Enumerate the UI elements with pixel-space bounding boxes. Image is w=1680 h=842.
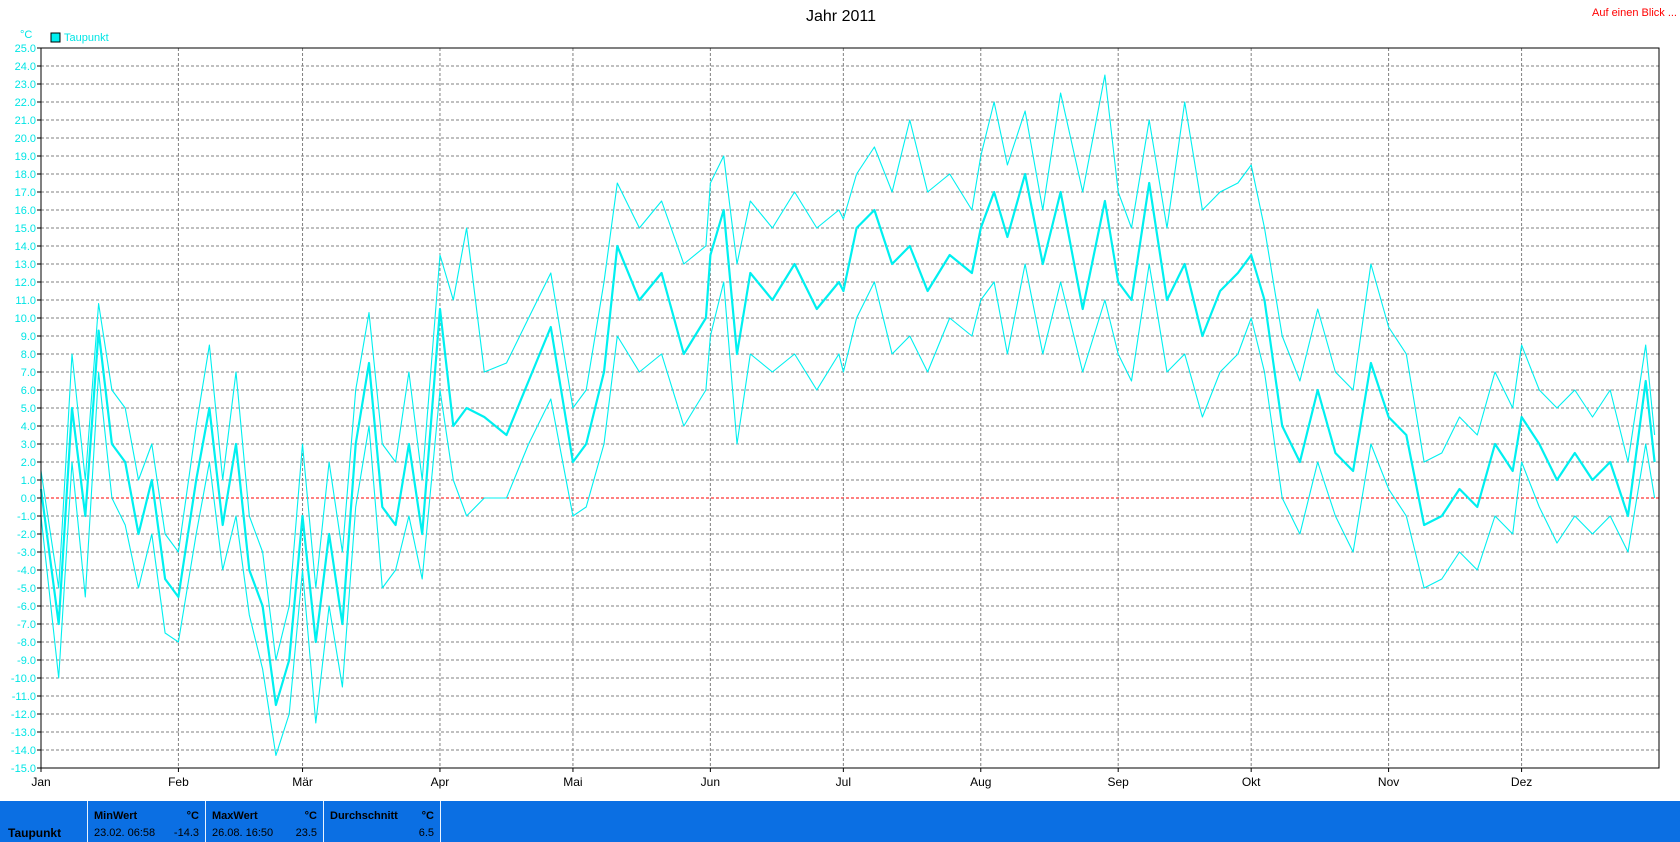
y-tick-label: -3.0 [17,547,36,559]
y-tick-label: -6.0 [17,601,36,613]
avg-label: Durchschnitt [330,810,398,822]
y-tick-label: 11.0 [15,295,36,307]
y-tick-label: -7.0 [17,619,36,631]
y-tick-label: 12.0 [15,277,36,289]
y-tick-label: -1.0 [17,511,36,523]
y-tick-label: 16.0 [15,205,36,217]
stats-series-label: Taupunkt [8,826,62,840]
y-tick-label: 7.0 [21,367,36,379]
y-tick-label: 13.0 [15,259,36,271]
x-tick-label: Okt [1242,775,1261,789]
legend-label: Taupunkt [64,32,109,44]
min-value: -14.3 [173,827,199,839]
y-tick-label: 2.0 [21,457,36,469]
y-tick-label: -14.0 [11,745,36,757]
y-tick-label: -9.0 [17,655,36,667]
y-tick-label: 18.0 [15,169,36,181]
y-tick-label: 17.0 [15,187,36,199]
chart: Jahr 2011 Auf einen Blick ... °C Taupunk… [11,7,1677,789]
y-tick-label: -2.0 [17,529,36,541]
x-tick-label: Nov [1378,775,1399,789]
stats-min-cell: MinWert °C 23.02. 06:58 -14.3 [88,801,206,842]
y-tick-label: 8.0 [21,349,36,361]
y-tick-label: -15.0 [11,763,36,775]
y-tick-label: -11.0 [12,691,36,703]
y-axis: 25.0 24.0 23.0 22.0 21.0 20.0 19.0 18.0 17.0 16.0… [11,43,41,775]
x-tick-label: Jan [31,775,50,789]
stats-avg-cell: Durchschnitt °C 6.5 [324,801,441,842]
y-tick-label: 25.0 [15,43,36,55]
y-tick-label: -8.0 [17,637,36,649]
max-label: MaxWert [212,810,258,822]
y-tick-label: -5.0 [17,583,36,595]
y-tick-label: 0.0 [21,493,36,505]
y-tick-label: 24.0 [15,61,36,73]
plot-frame [40,47,1660,769]
y-tick-label: 1.0 [21,475,36,487]
chart-title: Jahr 2011 [806,8,876,25]
series-line-max [40,74,1656,661]
x-axis: Jan Feb Mär Apr Mai Jun Jul Aug Sep Okt Nov Dez [31,768,1532,789]
x-tick-label: Apr [431,775,450,789]
avg-value: 6.5 [418,827,434,839]
y-tick-label: -10.0 [11,673,36,685]
x-tick-label: Mai [563,775,582,789]
min-unit: °C [186,810,199,822]
max-unit: °C [304,810,317,822]
x-tick-label: Mär [292,775,313,789]
legend-swatch [50,32,61,43]
y-tick-label: 14.0 [15,241,36,253]
x-tick-label: Aug [970,775,991,789]
stats-bar: Taupunkt MinWert °C 23.02. 06:58 -14.3 M… [0,801,1680,842]
y-tick-label: 15.0 [15,223,36,235]
y-tick-label: 19.0 [15,151,36,163]
stats-series-cell: Taupunkt [0,801,88,842]
y-tick-label: 9.0 [21,331,36,343]
max-timestamp: 26.08. 16:50 [212,827,274,839]
y-tick-label: 3.0 [21,439,36,451]
y-tick-label: -12.0 [11,709,36,721]
x-tick-label: Sep [1108,775,1130,789]
y-tick-label: -13.0 [11,727,36,739]
y-tick-label: 23.0 [15,79,36,91]
y-tick-label: 5.0 [21,403,36,415]
y-tick-label: 4.0 [21,421,36,433]
grid [41,48,1659,768]
y-tick-label: 6.0 [21,385,36,397]
y-tick-label: 10.0 [15,313,36,325]
overview-link[interactable]: Auf einen Blick ... [1592,7,1677,19]
max-value: 23.5 [295,827,317,839]
series-line-mean [39,172,1656,707]
x-tick-label: Jun [701,775,720,789]
y-tick-label: -4.0 [17,565,36,577]
series-layer [39,74,1656,756]
series-line-min [40,263,1656,756]
y-tick-label: 22.0 [15,97,36,109]
y-axis-unit: °C [20,29,32,41]
min-label: MinWert [94,810,138,822]
stats-max-cell: MaxWert °C 26.08. 16:50 23.5 [206,801,324,842]
x-tick-label: Jul [836,775,851,789]
y-tick-label: 21.0 [15,115,36,127]
avg-unit: °C [421,810,434,822]
x-tick-label: Feb [168,775,189,789]
y-tick-label: 20.0 [15,133,36,145]
x-tick-label: Dez [1511,775,1532,789]
legend: Taupunkt [50,32,109,44]
min-timestamp: 23.02. 06:58 [94,827,156,839]
